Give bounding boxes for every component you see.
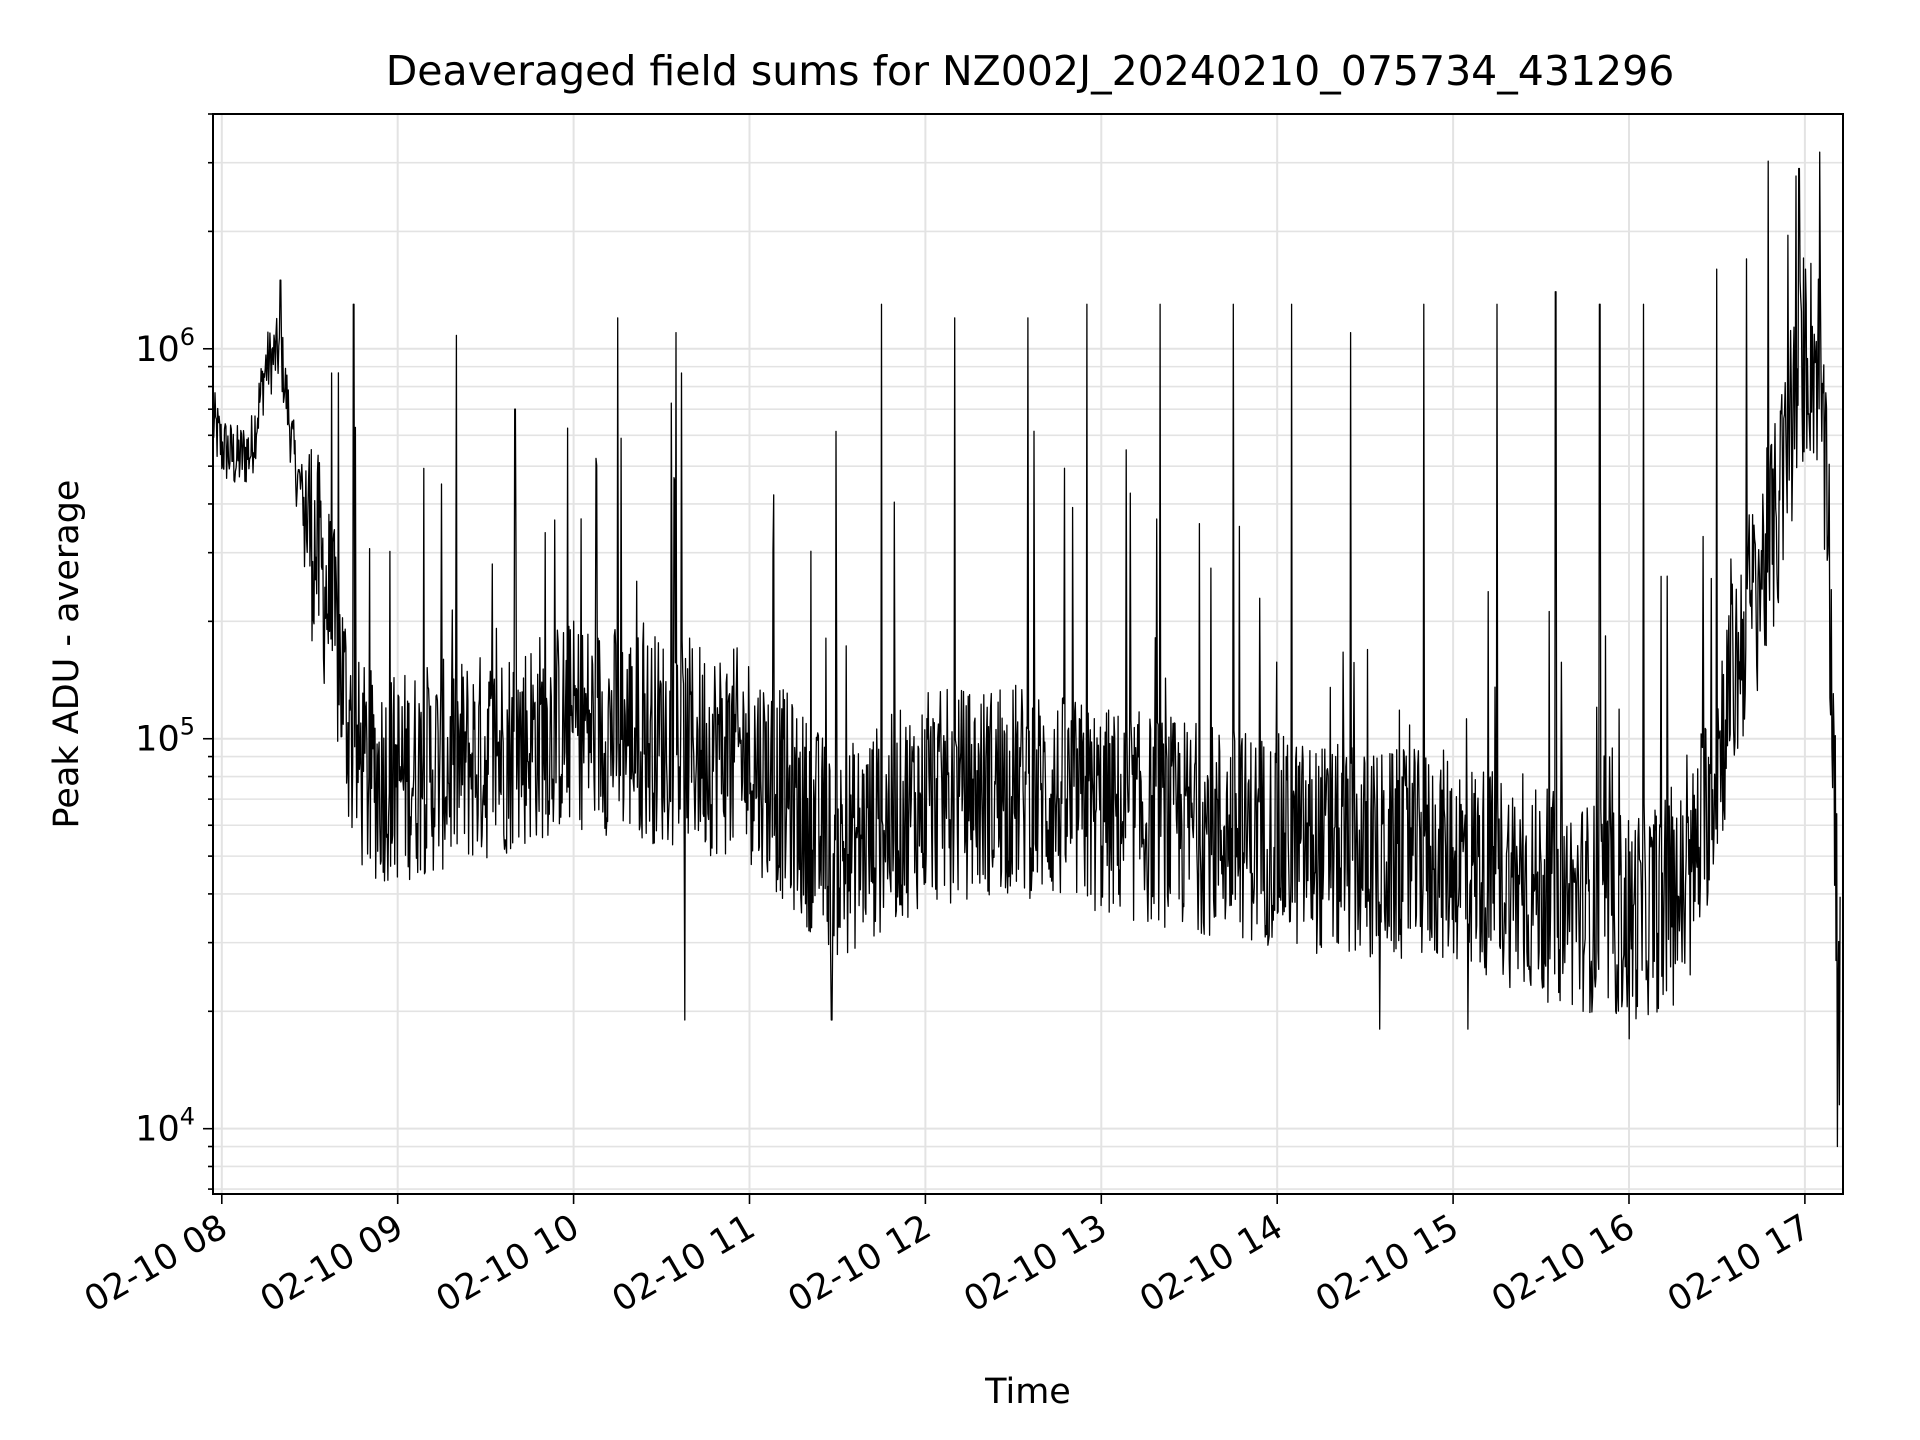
x-tick-label: 02-10 12 — [782, 1207, 938, 1320]
y-axis: 104 105 106 — [135, 113, 213, 1190]
x-axis: 02-10 08 02-10 09 02-10 10 02-10 11 02-10 12… — [78, 1194, 1817, 1320]
x-tick-label: 02-10 10 — [430, 1207, 586, 1320]
x-tick-label: 02-10 11 — [606, 1207, 762, 1320]
y-tick-label: 104 — [135, 1103, 195, 1150]
x-tick-label: 02-10 14 — [1133, 1207, 1289, 1320]
x-tick-label: 02-10 16 — [1485, 1207, 1641, 1320]
x-tick-label: 02-10 15 — [1309, 1207, 1465, 1320]
series-layer — [212, 151, 1841, 1148]
y-axis-label: Peak ADU - average — [47, 480, 87, 829]
plot-frame — [212, 113, 1844, 1195]
y-tick-label: 106 — [135, 323, 195, 370]
x-tick-label: 02-10 17 — [1661, 1207, 1817, 1320]
x-axis-label: Time — [984, 1372, 1071, 1412]
x-tick-label: 02-10 13 — [958, 1207, 1114, 1320]
series-line — [212, 151, 1841, 1148]
y-tick-label: 105 — [135, 713, 195, 760]
x-tick-label: 02-10 09 — [254, 1207, 410, 1320]
x-tick-label: 02-10 08 — [78, 1207, 234, 1320]
chart-title: Deaveraged field sums for NZ002J_2024021… — [386, 47, 1675, 95]
